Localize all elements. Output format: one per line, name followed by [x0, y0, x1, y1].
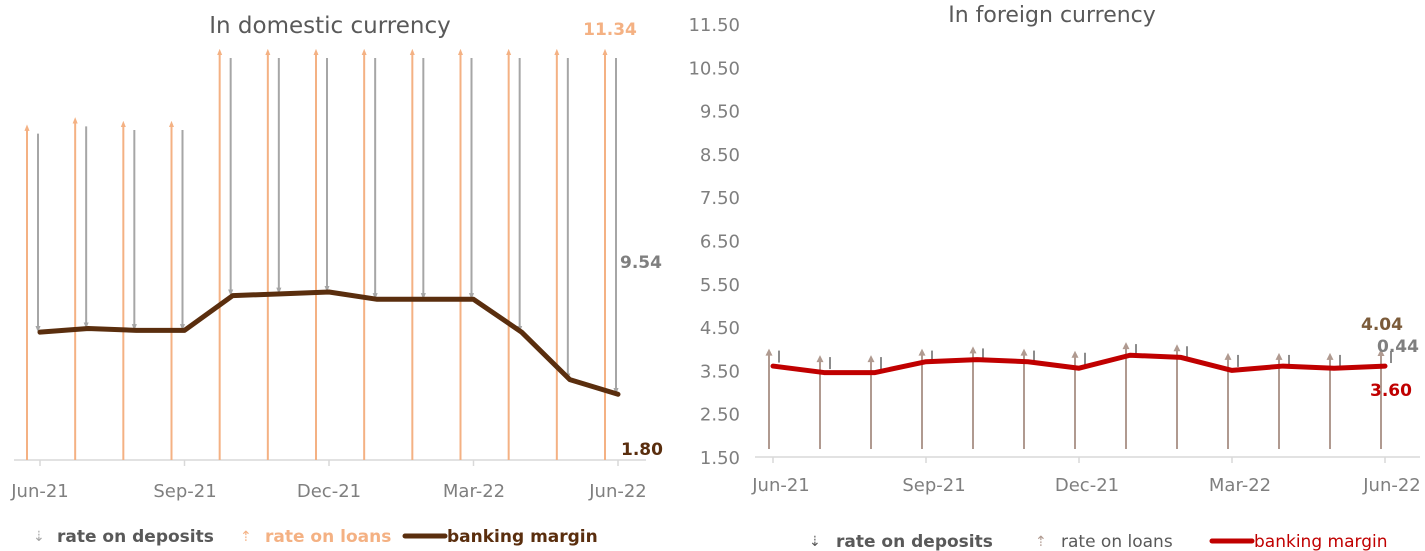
loan-arrow-head	[1071, 350, 1079, 358]
y-tick-label: 4.50	[700, 318, 740, 339]
x-tick-label: Jun-21	[751, 475, 810, 496]
foreign-y-tick-labels: 1.50 2.50 3.50 4.50 5.50 6.50 7.50 8.50 9.50 10.5…	[688, 15, 740, 469]
y-tick-label: 10.50	[688, 58, 740, 79]
y-tick-label: 5.50	[700, 275, 740, 296]
y-tick-label: 11.50	[688, 15, 740, 36]
loan-arrow-head	[1224, 352, 1232, 360]
x-tick-label: Sep-21	[153, 481, 216, 502]
legend-loans-marker: ⇡	[240, 529, 252, 545]
y-tick-label: 8.50	[700, 145, 740, 166]
domestic-margin-line	[37, 289, 621, 397]
foreign-margin-last-label: 3.60	[1370, 381, 1412, 401]
x-tick-label: Jun-22	[588, 481, 647, 502]
legend-item-loans: ⇡ rate on loans	[1035, 532, 1173, 551]
foreign-margin-line	[770, 352, 1388, 376]
loan-arrow-head	[765, 348, 773, 356]
domestic-x-ticks	[39, 460, 619, 466]
legend-loans-label: rate on loans	[265, 527, 391, 547]
legend-item-margin: banking margin	[1209, 532, 1387, 551]
loan-arrow-head	[1020, 348, 1028, 356]
x-tick-label: Sep-21	[902, 475, 965, 496]
x-tick-label: Dec-21	[297, 481, 361, 502]
legend-deposits-label: rate on deposits	[57, 527, 214, 547]
foreign-x-ticks	[772, 457, 1386, 463]
loan-arrow-head	[918, 348, 926, 356]
loan-arrow-head	[1173, 344, 1181, 352]
loan-arrow-head	[816, 355, 824, 363]
y-tick-label: 2.50	[700, 405, 740, 426]
legend-item-loans: ⇡ rate on loans	[240, 527, 391, 547]
foreign-chart: In foreign currency 1.50 2.50 3.50 4.50 5.50…	[688, 3, 1420, 551]
legend-margin-label: banking margin	[1254, 532, 1387, 551]
legend-deposits-label: rate on deposits	[836, 532, 993, 551]
domestic-loans-last-label: 11.34	[583, 20, 637, 40]
domestic-loans-series	[24, 48, 608, 460]
y-tick-label: 7.50	[700, 188, 740, 209]
legend-item-deposits: ⇣ rate on deposits	[33, 527, 214, 547]
loan-arrow-head	[1122, 342, 1130, 350]
x-tick-label: Dec-21	[1055, 475, 1119, 496]
x-tick-label: Jun-22	[1362, 475, 1421, 496]
domestic-deposits-series	[35, 58, 619, 395]
domestic-chart-title: In domestic currency	[209, 13, 450, 39]
foreign-loans-series	[765, 342, 1385, 449]
loan-arrow-head	[969, 346, 977, 354]
domestic-margin-last-label: 1.80	[621, 440, 663, 460]
legend-deposits-marker: ⇣	[33, 529, 45, 545]
domestic-deposits-last-label: 9.54	[620, 253, 662, 273]
legend-item-margin: banking margin	[402, 527, 598, 547]
foreign-chart-title: In foreign currency	[948, 3, 1156, 28]
foreign-loans-last-label: 4.04	[1361, 315, 1403, 335]
domestic-chart: In domestic currency Jun-21 Sep-21 Dec-2…	[10, 13, 663, 547]
domestic-x-tick-labels: Jun-21 Sep-21 Dec-21 Mar-22 Jun-22	[10, 481, 647, 502]
loan-arrow-head	[1326, 352, 1334, 360]
y-tick-label: 9.50	[700, 102, 740, 123]
loan-arrow-head	[867, 355, 875, 363]
y-tick-label: 6.50	[700, 232, 740, 253]
loan-arrow-head	[1275, 352, 1283, 360]
legend-margin-label: banking margin	[447, 527, 598, 547]
x-tick-label: Mar-22	[443, 481, 505, 502]
legend-item-deposits: ⇣ rate on deposits	[809, 532, 993, 551]
y-tick-label: 3.50	[700, 361, 740, 382]
legend-deposits-marker: ⇣	[809, 534, 821, 550]
domestic-legend: ⇣ rate on deposits ⇡ rate on loans banki…	[33, 527, 598, 547]
y-tick-label: 1.50	[700, 448, 740, 469]
legend-loans-marker: ⇡	[1035, 534, 1047, 550]
foreign-legend: ⇣ rate on deposits ⇡ rate on loans banki…	[809, 532, 1387, 551]
foreign-deposits-last-label: 0.44	[1377, 337, 1419, 357]
x-tick-label: Jun-21	[10, 481, 69, 502]
loan-arrow-head	[1377, 349, 1385, 357]
legend-loans-label: rate on loans	[1061, 532, 1173, 551]
foreign-x-tick-labels: Jun-21 Sep-21 Dec-21 Mar-22 Jun-22	[751, 475, 1421, 496]
x-tick-label: Mar-22	[1209, 475, 1271, 496]
foreign-deposits-series	[778, 344, 1392, 370]
